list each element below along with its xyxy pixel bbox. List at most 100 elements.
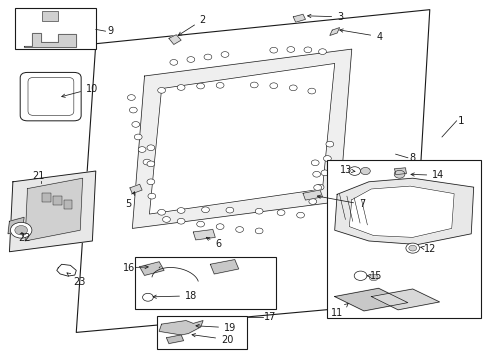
Circle shape	[158, 87, 165, 93]
Circle shape	[138, 147, 146, 152]
Circle shape	[289, 85, 297, 91]
Text: 3: 3	[307, 12, 343, 22]
Polygon shape	[394, 168, 406, 175]
Text: 21: 21	[33, 171, 45, 181]
Polygon shape	[159, 320, 203, 335]
Circle shape	[408, 245, 416, 251]
Circle shape	[10, 222, 32, 238]
Text: 7: 7	[317, 195, 365, 210]
Circle shape	[255, 228, 263, 234]
FancyBboxPatch shape	[20, 72, 81, 121]
Circle shape	[225, 207, 233, 213]
Circle shape	[158, 210, 165, 215]
Text: 10: 10	[61, 84, 98, 97]
Text: 20: 20	[192, 333, 233, 345]
Circle shape	[255, 208, 263, 214]
FancyBboxPatch shape	[28, 77, 74, 116]
Circle shape	[162, 217, 170, 222]
Circle shape	[325, 141, 333, 147]
Circle shape	[321, 170, 328, 176]
Bar	[42, 12, 58, 21]
Text: 2: 2	[178, 15, 205, 35]
Circle shape	[286, 46, 294, 52]
Circle shape	[196, 83, 204, 89]
Circle shape	[360, 167, 369, 175]
Circle shape	[348, 167, 360, 175]
Bar	[157, 316, 246, 348]
Circle shape	[316, 184, 324, 190]
Polygon shape	[329, 28, 339, 36]
Text: 23: 23	[67, 273, 85, 287]
Circle shape	[312, 171, 320, 177]
Text: 8: 8	[408, 153, 415, 163]
Text: 4: 4	[339, 29, 382, 41]
Polygon shape	[9, 171, 96, 252]
Bar	[327, 160, 480, 318]
Polygon shape	[130, 184, 142, 194]
Circle shape	[147, 145, 155, 150]
Circle shape	[177, 208, 184, 213]
Circle shape	[393, 170, 404, 178]
Bar	[63, 200, 72, 209]
Circle shape	[216, 224, 224, 229]
Circle shape	[313, 185, 321, 190]
Circle shape	[221, 51, 228, 57]
Circle shape	[147, 161, 155, 167]
Bar	[135, 257, 276, 309]
Polygon shape	[210, 260, 238, 274]
Circle shape	[323, 156, 330, 161]
Circle shape	[318, 49, 326, 54]
Text: 11: 11	[330, 303, 347, 318]
Circle shape	[148, 193, 156, 199]
Polygon shape	[193, 229, 215, 240]
Circle shape	[196, 221, 204, 227]
Circle shape	[296, 212, 304, 218]
Text: 17: 17	[264, 312, 276, 322]
Circle shape	[405, 243, 419, 253]
Circle shape	[186, 57, 194, 62]
Circle shape	[235, 226, 243, 232]
Circle shape	[147, 179, 155, 185]
Circle shape	[277, 210, 285, 216]
Text: 12: 12	[420, 244, 435, 254]
Text: 16: 16	[122, 263, 135, 273]
Circle shape	[143, 159, 151, 165]
Circle shape	[132, 122, 140, 127]
Circle shape	[269, 83, 277, 89]
Circle shape	[142, 293, 153, 301]
Circle shape	[15, 226, 27, 235]
Circle shape	[177, 85, 184, 90]
Text: 6: 6	[206, 237, 221, 249]
Polygon shape	[57, 264, 76, 276]
Circle shape	[177, 219, 184, 224]
Polygon shape	[149, 63, 334, 214]
Polygon shape	[25, 178, 82, 241]
Circle shape	[127, 95, 135, 100]
Circle shape	[134, 134, 142, 140]
Bar	[42, 193, 51, 202]
Polygon shape	[348, 186, 453, 237]
Text: 19: 19	[196, 323, 236, 333]
Polygon shape	[132, 49, 351, 228]
Polygon shape	[370, 289, 439, 310]
Polygon shape	[334, 178, 473, 244]
Circle shape	[201, 207, 209, 213]
Circle shape	[308, 199, 316, 204]
Circle shape	[203, 54, 211, 60]
Polygon shape	[334, 288, 407, 311]
Text: 18: 18	[153, 291, 197, 301]
Text: 22: 22	[18, 233, 30, 243]
Circle shape	[368, 274, 377, 281]
Circle shape	[169, 59, 177, 65]
Circle shape	[216, 82, 224, 88]
Text: 13: 13	[339, 165, 354, 175]
Circle shape	[304, 47, 311, 53]
Text: 9: 9	[107, 26, 113, 36]
Text: 14: 14	[410, 170, 444, 180]
Polygon shape	[293, 14, 305, 22]
Polygon shape	[140, 262, 163, 275]
Bar	[53, 196, 61, 205]
Polygon shape	[166, 335, 183, 343]
Text: 5: 5	[125, 192, 134, 210]
Polygon shape	[8, 217, 24, 234]
